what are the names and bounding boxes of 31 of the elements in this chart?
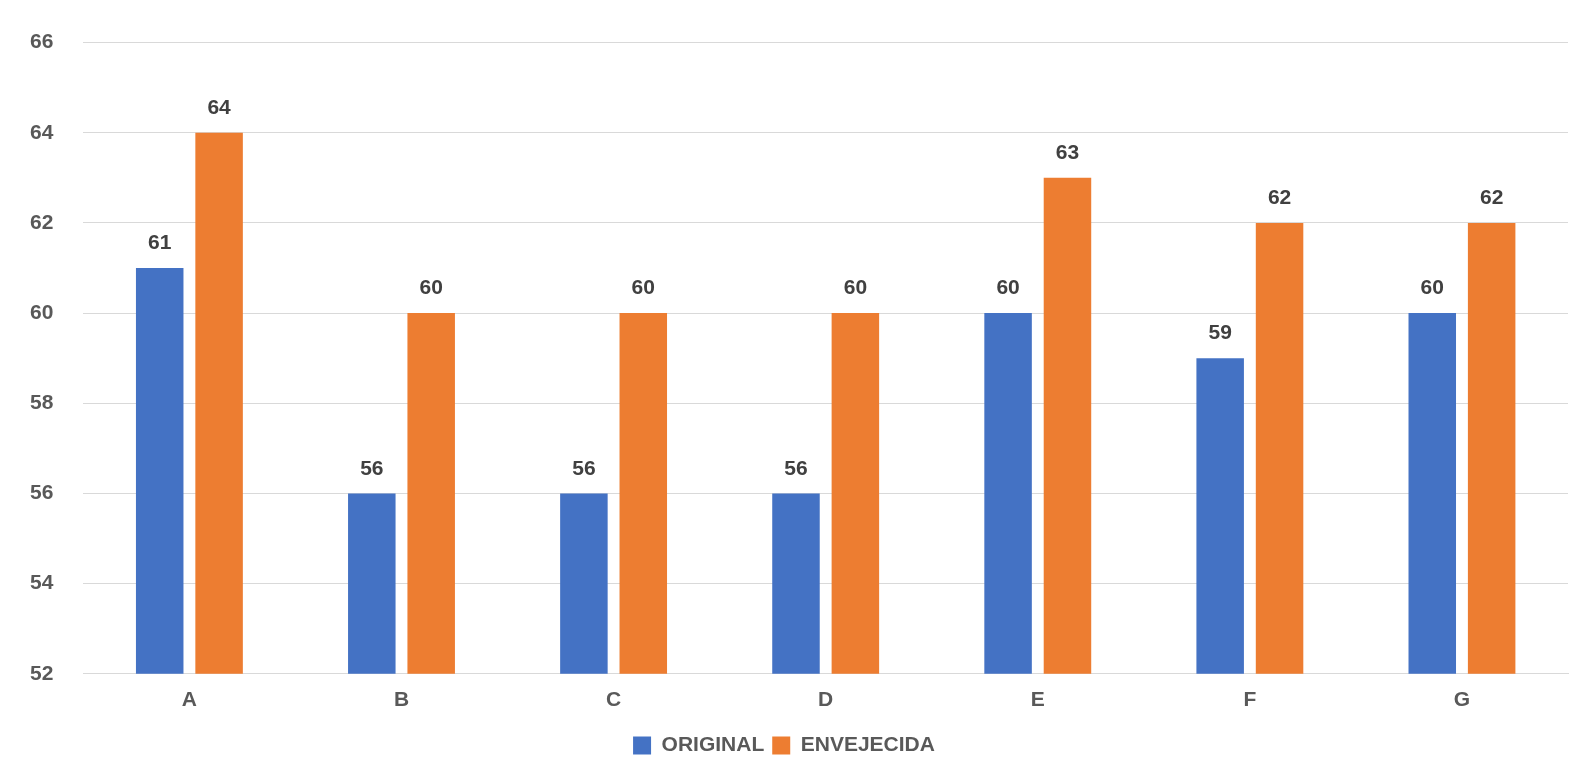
y-tick-label: 62: [30, 209, 54, 233]
data-label: 62: [1267, 185, 1292, 209]
y-tick-label: 56: [30, 480, 54, 504]
y-tick-label: 54: [30, 570, 54, 594]
y-tick-label: 60: [30, 299, 54, 323]
x-tick-label: B: [393, 687, 410, 711]
x-tick-label: G: [1453, 687, 1471, 711]
legend-label: ORIGINAL: [661, 732, 765, 756]
x-tick-label: A: [181, 687, 197, 711]
data-label: 60: [996, 275, 1020, 299]
x-tick-label: D: [818, 687, 834, 711]
data-label: 61: [148, 230, 172, 254]
data-label: 56: [572, 455, 596, 479]
data-label: 56: [784, 455, 808, 479]
y-tick-label: 58: [30, 390, 54, 414]
y-tick-label: 64: [30, 119, 54, 143]
data-label: 60: [843, 275, 868, 299]
x-tick-label: C: [606, 687, 622, 711]
data-label: 59: [1208, 320, 1232, 344]
x-tick-label: F: [1243, 687, 1257, 711]
data-label: 60: [1420, 275, 1444, 299]
y-tick-label: 66: [30, 29, 54, 53]
data-label: 62: [1479, 185, 1504, 209]
x-tick-label: E: [1030, 687, 1045, 711]
data-label: 56: [360, 455, 384, 479]
legend-label: ENVEJECIDA: [800, 732, 935, 756]
data-label: 60: [419, 275, 443, 299]
data-label: 60: [631, 275, 655, 299]
data-label: 63: [1055, 140, 1080, 164]
data-label: 64: [207, 95, 232, 119]
y-tick-label: 52: [30, 660, 54, 684]
